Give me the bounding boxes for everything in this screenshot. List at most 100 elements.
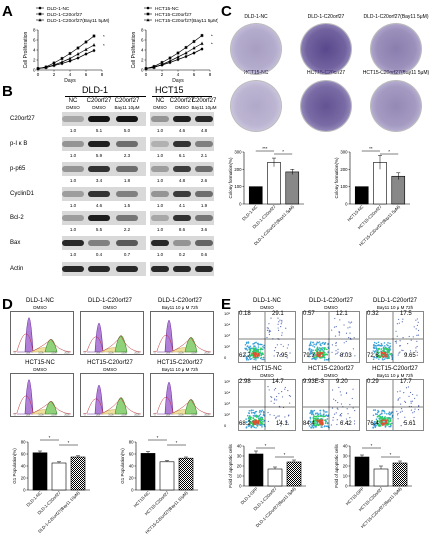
flow-dot — [255, 349, 258, 352]
flow-dot — [376, 422, 379, 424]
wb-quant-dld: 1.0 — [69, 153, 77, 158]
wb-band — [116, 116, 138, 122]
flow-dot — [399, 340, 401, 342]
colony-dish — [231, 24, 281, 74]
wb-quant-dld: 2.2 — [123, 227, 131, 232]
sig-marker: * — [176, 440, 178, 445]
y-axis-label: Fold of apoptotic cells — [228, 443, 233, 487]
quad-ur: 17.5 — [400, 311, 412, 317]
wb-band — [88, 141, 110, 147]
flow-dot — [244, 347, 246, 350]
flow-dot — [354, 355, 356, 357]
panel-label-a: A — [2, 3, 13, 20]
flow-dot — [318, 413, 320, 416]
y-tick-label: 8 — [141, 28, 144, 33]
g1-bar — [159, 461, 175, 491]
flow-dot — [268, 323, 270, 325]
flow-dot — [380, 344, 383, 347]
cell-cycle-histogram: 0 50k 100k 150k 200k — [80, 311, 144, 355]
wb-band — [195, 141, 213, 147]
flow-dot — [318, 419, 321, 422]
flow-dot — [416, 340, 418, 342]
histogram-plot: 0 50k 100k 150k 200k — [152, 320, 212, 355]
wb-strip-dld — [62, 236, 146, 250]
quad-ll: 76.4 — [367, 421, 379, 427]
flow-dot — [383, 422, 386, 425]
flow-dot — [381, 417, 383, 420]
flow-dot — [319, 353, 322, 356]
flow-dot — [373, 350, 376, 353]
colony-top-label: DLD-1-C20orf27(Bay11 5μM) — [363, 14, 429, 20]
flow-dot — [340, 394, 342, 396]
flow-dot — [387, 357, 390, 359]
flow-dot — [375, 347, 377, 349]
flow-dot — [319, 415, 322, 417]
flow-dot — [335, 326, 337, 328]
flow-dot — [275, 416, 277, 418]
flow-dot — [378, 344, 380, 346]
flow-dot — [377, 358, 380, 360]
flow-dot — [255, 341, 257, 344]
dld-col-sub: DMSO — [66, 105, 80, 110]
flow-dot — [388, 350, 391, 353]
flow-dot — [373, 341, 376, 344]
y-tick-label: 40 — [343, 444, 348, 449]
flow-dot — [385, 355, 388, 358]
flow-dot — [273, 350, 276, 352]
flow-dot — [352, 348, 355, 350]
flow-dot — [415, 319, 417, 321]
panel-e: DLD-1-NC DLD-1-C20orf27 DLD-1-C20orf27 DMSO… — [222, 298, 433, 550]
flow-dot — [278, 321, 280, 323]
fit-curve — [12, 395, 72, 415]
g1-bar — [140, 453, 156, 491]
flow-dot — [261, 358, 263, 361]
flow-dot — [312, 426, 315, 429]
flow-dot — [381, 424, 384, 426]
flow-dot — [389, 413, 391, 416]
flow-dot — [257, 422, 260, 425]
wb-band — [88, 116, 110, 122]
fit-curve — [12, 333, 72, 353]
flow-dot — [403, 421, 405, 424]
flow-dot — [319, 409, 322, 412]
flow-dot — [417, 329, 420, 332]
wb-strip-dld — [62, 162, 146, 176]
flow-dot — [372, 350, 375, 352]
flow-dot — [321, 422, 324, 425]
flow-dot — [326, 411, 328, 413]
sig-marker: * — [388, 149, 390, 154]
flow-dot — [309, 412, 311, 414]
flow-dot — [331, 344, 333, 346]
flow-dot — [349, 326, 351, 328]
flow-dot — [256, 355, 259, 358]
hct-title: HCT15 — [155, 85, 184, 95]
x-axis-label: Days — [64, 78, 76, 83]
flow-dot — [323, 413, 325, 415]
wb-strip-dld — [62, 262, 146, 276]
flow-dot — [249, 418, 252, 421]
colony-top-label: DLD-1-NC — [244, 14, 268, 20]
flow-dot — [373, 352, 376, 354]
flow-title: HCT15-C20orf27 — [372, 366, 418, 372]
flow-dot — [323, 354, 326, 357]
flow-dot — [246, 349, 249, 351]
flow-dot — [377, 409, 379, 412]
flow-dot — [349, 322, 351, 324]
y-axis-label: G1 Population(%) — [120, 448, 125, 484]
dld-col-label: NC — [68, 98, 78, 104]
flow-dot — [248, 409, 251, 412]
fit-curve — [152, 334, 212, 353]
quad-lr: 7.95 — [276, 353, 288, 359]
g1-peak — [157, 320, 174, 353]
series-line — [37, 35, 95, 69]
flow-dot — [275, 395, 278, 398]
flow-dot — [252, 354, 255, 357]
flow-dot — [280, 323, 282, 325]
sig-marker: * — [157, 435, 159, 440]
flow-dot — [256, 342, 259, 345]
flow-dot — [379, 424, 382, 427]
flow-dot — [331, 389, 334, 391]
hist-x-tick: 150k — [51, 414, 57, 417]
flow-dot — [247, 424, 249, 426]
dld-col-label: C20orf27 — [114, 98, 140, 104]
